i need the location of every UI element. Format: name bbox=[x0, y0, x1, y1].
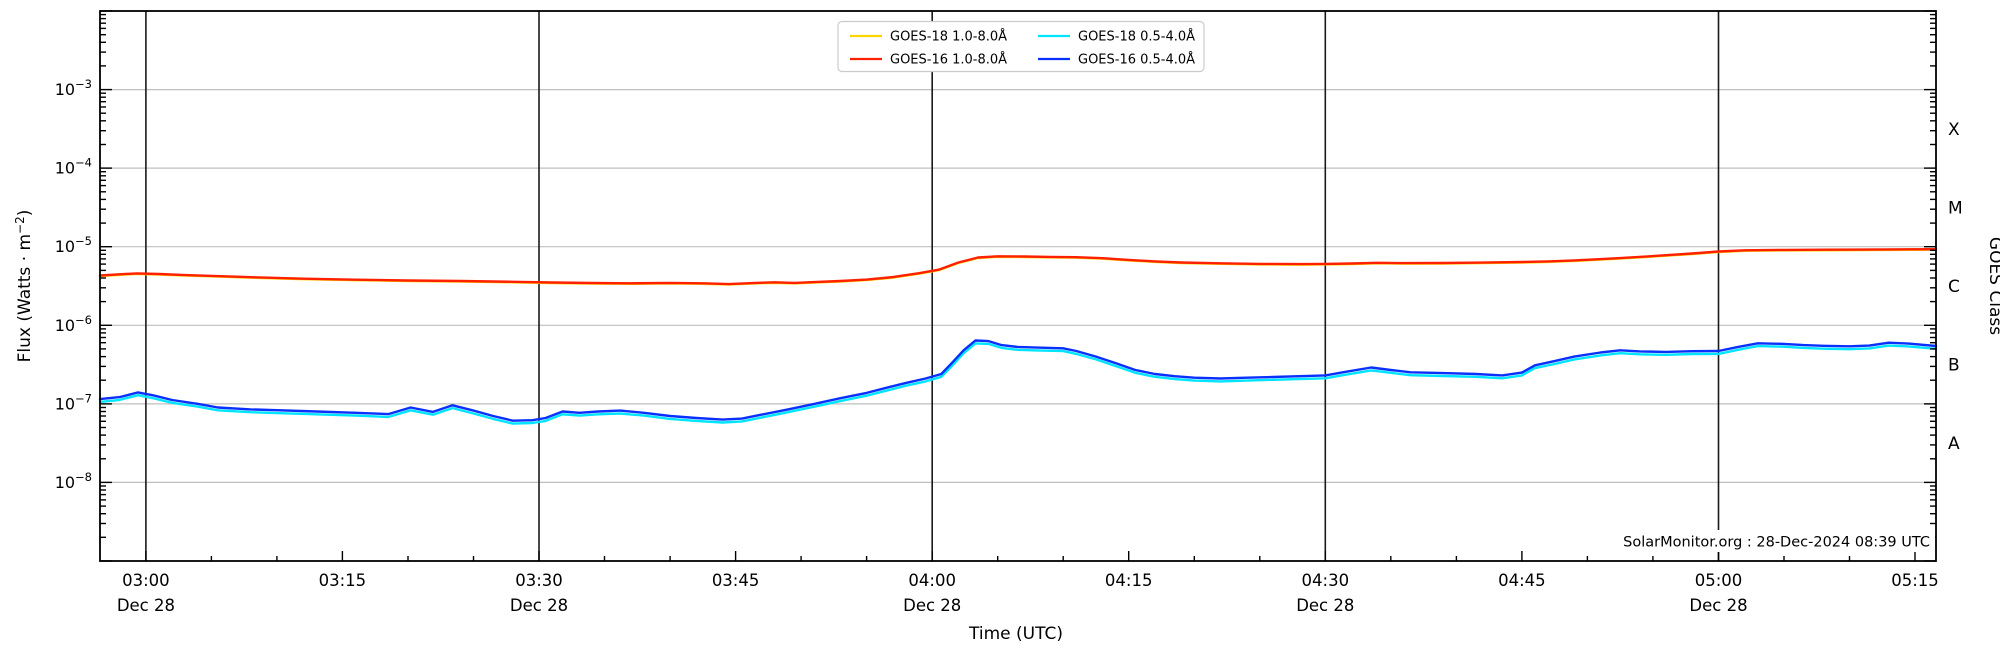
x-date-label: Dec 28 bbox=[1689, 596, 1747, 615]
y-tick-label: 10−4 bbox=[55, 156, 92, 178]
legend-label: GOES-18 0.5-4.0Å bbox=[1078, 29, 1195, 45]
series-goes-18-0-5-4-0- bbox=[98, 342, 1938, 425]
goes-class-label-b: B bbox=[1948, 356, 1960, 376]
y-tick-label: 10−8 bbox=[55, 470, 92, 492]
legend-label: GOES-18 1.0-8.0Å bbox=[890, 29, 1007, 45]
goes-class-label-x: X bbox=[1948, 120, 1960, 140]
y-tick-label: 10−7 bbox=[55, 391, 92, 413]
x-tick-label: 05:00 bbox=[1695, 571, 1743, 590]
time-gridlines bbox=[145, 11, 1720, 561]
legend-item-goes-16-1-0-8-0-: GOES-16 1.0-8.0Å bbox=[850, 52, 1007, 68]
y-tick-label: 10−6 bbox=[55, 313, 92, 335]
goes-class-label-m: M bbox=[1948, 198, 1963, 218]
x-date-label: Dec 28 bbox=[903, 596, 961, 615]
y-gridlines bbox=[100, 88, 1936, 483]
x-tick-label: 04:15 bbox=[1105, 571, 1153, 590]
y-tick-labels: 10−3 10−4 10−5 10−6 10−7 10−8 bbox=[55, 77, 92, 492]
legend-item-goes-18-0-5-4-0-: GOES-18 0.5-4.0Å bbox=[1038, 29, 1195, 45]
legend-item-goes-18-1-0-8-0-: GOES-18 1.0-8.0Å bbox=[850, 29, 1007, 45]
x-tick-label: 04:30 bbox=[1302, 571, 1350, 590]
x-tick-label: 03:45 bbox=[712, 571, 760, 590]
watermark-bg bbox=[1594, 530, 1935, 552]
right-axis-title: GOES Class bbox=[1985, 237, 2000, 335]
x-date-label: Dec 28 bbox=[510, 596, 568, 615]
x-tick-label: 04:00 bbox=[908, 571, 956, 590]
legend: GOES-18 1.0-8.0Å GOES-16 1.0-8.0Å GOES-18 … bbox=[837, 20, 1205, 73]
x-ticks bbox=[145, 551, 1916, 561]
goes-class-label-a: A bbox=[1948, 434, 1960, 454]
legend-item-goes-16-0-5-4-0-: GOES-16 0.5-4.0Å bbox=[1038, 52, 1195, 68]
goes-class-label-c: C bbox=[1948, 277, 1960, 297]
series-goes-16-1-0-8-0- bbox=[98, 248, 1938, 286]
x-axis-title: Time (UTC) bbox=[968, 624, 1063, 644]
goes-class-labels: X M C B A bbox=[1948, 120, 1963, 454]
legend-box bbox=[837, 20, 1205, 73]
axes-spines bbox=[99, 10, 1937, 562]
x-tick-label: 03:30 bbox=[515, 571, 563, 590]
y-tick-label: 10−5 bbox=[55, 234, 92, 256]
legend-label: GOES-16 1.0-8.0Å bbox=[890, 52, 1007, 68]
series-lines bbox=[98, 248, 1938, 425]
y-tick-label: 10−3 bbox=[55, 77, 92, 99]
x-tick-label: 05:15 bbox=[1891, 571, 1939, 590]
x-tick-label: 04:45 bbox=[1498, 571, 1546, 590]
watermark-text: SolarMonitor.org : 28-Dec-2024 08:39 UTC bbox=[1623, 535, 1930, 551]
x-date-label: Dec 28 bbox=[117, 596, 175, 615]
y-axis-title: Flux (Watts · m−2) bbox=[13, 210, 35, 363]
legend-label: GOES-16 0.5-4.0Å bbox=[1078, 52, 1195, 68]
y-ticks bbox=[100, 10, 1936, 562]
x-tick-label: 03:15 bbox=[319, 571, 367, 590]
x-tick-label: 03:00 bbox=[122, 571, 170, 590]
x-tick-labels: 03:00 03:15 03:30 03:45 04:00 04:15 04:30 04:45… bbox=[117, 571, 1939, 615]
series-goes-16-0-5-4-0- bbox=[98, 339, 1938, 422]
x-date-label: Dec 28 bbox=[1296, 596, 1354, 615]
